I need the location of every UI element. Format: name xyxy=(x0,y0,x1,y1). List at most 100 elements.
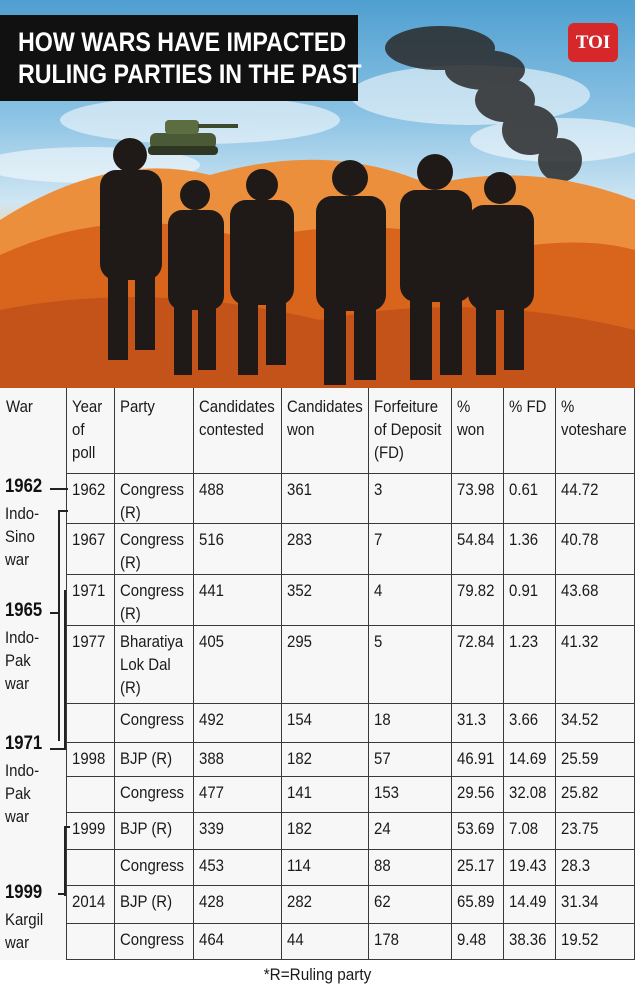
table-cell: 339 xyxy=(199,819,224,838)
footnote: *R=Ruling party xyxy=(263,965,372,984)
table-cell: 25.82 xyxy=(561,783,599,802)
row-divider xyxy=(66,625,635,626)
row-divider xyxy=(66,473,635,474)
row-divider xyxy=(66,523,635,524)
table-cell: 28.3 xyxy=(561,856,591,875)
table-cell: 1999 xyxy=(72,819,106,838)
table-cell: Bharatiya Lok Dal (R) xyxy=(120,632,184,697)
table-cell: 283 xyxy=(287,530,312,549)
war-connector xyxy=(58,893,66,895)
table-cell: 464 xyxy=(199,930,224,949)
table-cell: 153 xyxy=(374,783,399,802)
table-cell: 141 xyxy=(287,783,312,802)
table-cell: 73.98 xyxy=(457,480,495,499)
table-cell: BJP (R) xyxy=(120,892,173,911)
table-cell: 1967 xyxy=(72,530,106,549)
column-header: % FD xyxy=(509,397,547,416)
table-cell: 79.82 xyxy=(457,581,495,600)
war-connector xyxy=(50,612,60,614)
column-header: % won xyxy=(457,397,485,439)
table-cell: 2014 xyxy=(72,892,106,911)
table-cell: 352 xyxy=(287,581,312,600)
table-cell: 31.3 xyxy=(457,710,487,729)
column-divider xyxy=(555,388,556,960)
table-cell: 477 xyxy=(199,783,224,802)
column-header: Candidates contested xyxy=(199,397,275,439)
war-year-label: 1971 xyxy=(5,733,43,754)
table-cell: 0.91 xyxy=(509,581,539,600)
table-cell: 9.48 xyxy=(457,930,487,949)
row-divider xyxy=(66,574,635,575)
war-connector xyxy=(64,590,66,750)
table-cell: 361 xyxy=(287,480,312,499)
table-cell: 3.66 xyxy=(509,710,539,729)
table-cell: 1971 xyxy=(72,581,106,600)
war-name-label: Indo- Pak war xyxy=(5,628,40,693)
table-cell: 29.56 xyxy=(457,783,495,802)
column-divider xyxy=(66,388,67,960)
table-cell: 24 xyxy=(374,819,391,838)
table-cell: 1.36 xyxy=(509,530,539,549)
war-name-label: Indo- Pak war xyxy=(5,761,40,826)
table-cell: 488 xyxy=(199,480,224,499)
column-header: Candidates won xyxy=(287,397,363,439)
table-cell: 428 xyxy=(199,892,224,911)
tank-icon xyxy=(148,120,238,155)
war-connector xyxy=(58,510,68,512)
column-divider xyxy=(281,388,282,960)
table-cell: 43.68 xyxy=(561,581,599,600)
table-cell: 282 xyxy=(287,892,312,911)
table-cell: 492 xyxy=(199,710,224,729)
table-cell: 53.69 xyxy=(457,819,495,838)
table-cell: 25.59 xyxy=(561,749,599,768)
table-cell: 44 xyxy=(287,930,304,949)
title-banner: HOW WARS HAVE IMPACTED RULING PARTIES IN… xyxy=(0,15,362,101)
table-cell: 23.75 xyxy=(561,819,599,838)
table-cell: 5 xyxy=(374,632,383,651)
table-cell: 388 xyxy=(199,749,224,768)
war-name-label: Indo- Sino war xyxy=(5,504,40,569)
table-cell: 453 xyxy=(199,856,224,875)
table-cell: 31.34 xyxy=(561,892,599,911)
table-cell: Congress (R) xyxy=(120,480,185,522)
table-cell: 88 xyxy=(374,856,391,875)
table-cell: 1998 xyxy=(72,749,106,768)
table-cell: 19.52 xyxy=(561,930,599,949)
table-cell: 7 xyxy=(374,530,383,549)
column-header: Year of poll xyxy=(72,397,103,462)
war-year-label: 1962 xyxy=(5,476,43,497)
row-divider xyxy=(66,885,635,886)
row-divider xyxy=(66,812,635,813)
title-line-1: HOW WARS HAVE IMPACTED xyxy=(18,27,347,57)
table-cell: 516 xyxy=(199,530,224,549)
column-divider xyxy=(503,388,504,960)
table-cell: 25.17 xyxy=(457,856,495,875)
war-connector xyxy=(50,488,68,490)
table-cell: 7.08 xyxy=(509,819,539,838)
war-scene-illustration xyxy=(0,26,635,388)
table-cell: 34.52 xyxy=(561,710,599,729)
table-cell: 38.36 xyxy=(509,930,547,949)
table-cell: 32.08 xyxy=(509,783,547,802)
table-cell: 441 xyxy=(199,581,224,600)
table-cell: Congress xyxy=(120,856,185,875)
column-divider xyxy=(368,388,369,960)
table-cell: Congress xyxy=(120,710,185,729)
table-cell: 295 xyxy=(287,632,312,651)
column-header: War xyxy=(6,397,33,416)
table-cell: 182 xyxy=(287,749,312,768)
table-cell: 19.43 xyxy=(509,856,547,875)
table-cell: 1962 xyxy=(72,480,106,499)
war-year-label: 1999 xyxy=(5,882,43,903)
table-cell: 41.32 xyxy=(561,632,599,651)
smoke-plume xyxy=(385,26,582,182)
table-cell: 44.72 xyxy=(561,480,599,499)
table-cell: 405 xyxy=(199,632,224,651)
data-table: War Year of poll Party Candidates contested… xyxy=(0,388,635,960)
column-header: % voteshare xyxy=(561,397,627,439)
table-cell: 1977 xyxy=(72,632,106,651)
table-cell: 65.89 xyxy=(457,892,495,911)
table-cell: 54.84 xyxy=(457,530,495,549)
table-cell: 154 xyxy=(287,710,312,729)
table-cell: 72.84 xyxy=(457,632,495,651)
